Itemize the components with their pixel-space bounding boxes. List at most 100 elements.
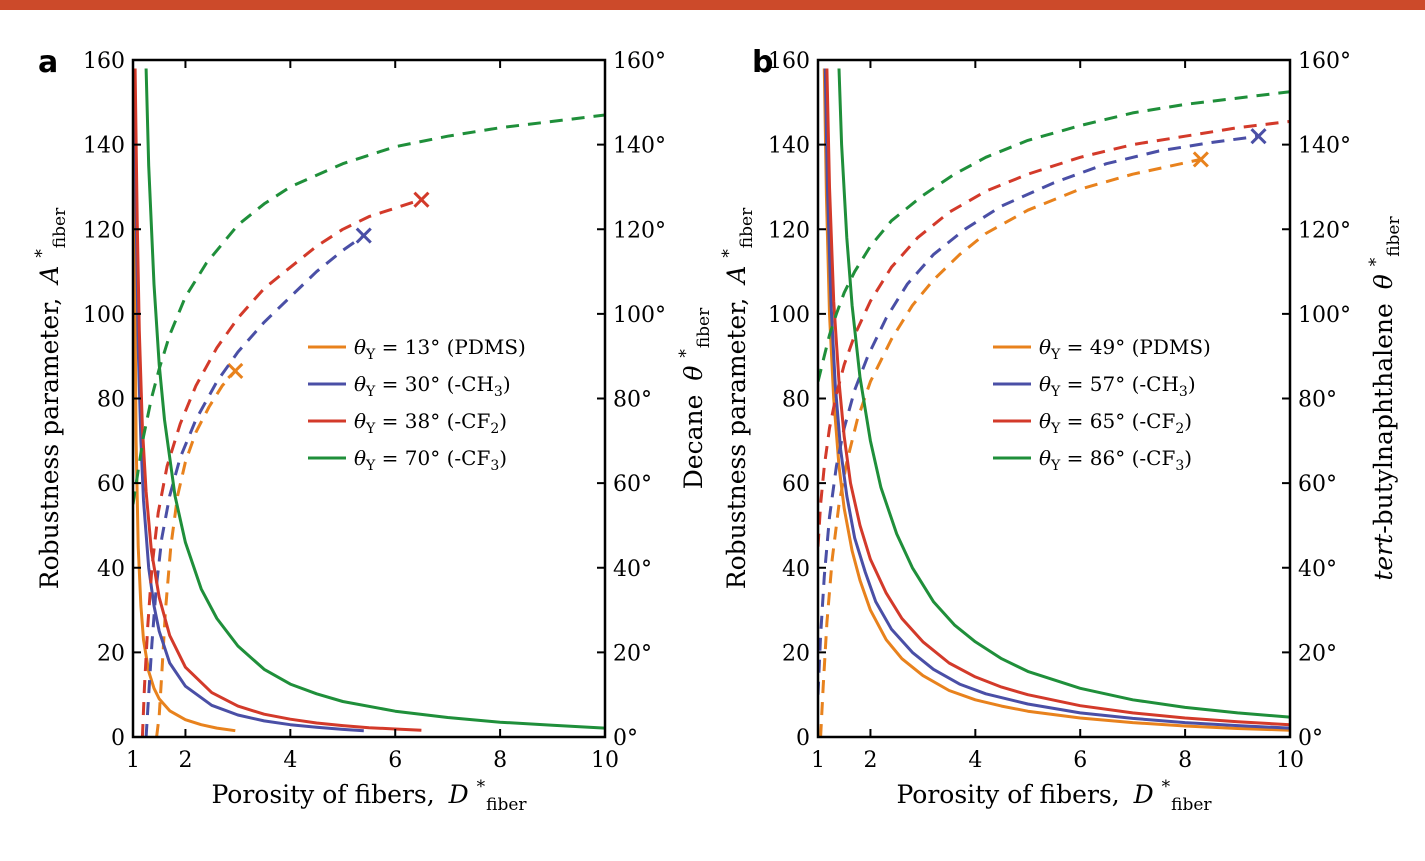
panel-b-series-3-contact-angle-line <box>818 119 1290 547</box>
panel-b-y2-axis-title: tert-butylnaphthalene θ * fiber <box>1358 216 1404 581</box>
panel-a-y-tick-label-9: 160 <box>83 49 125 74</box>
panel-a-legend-label-2: θY = 30° (-CH3) <box>354 372 511 400</box>
panel-a-y2-tick-label-7: 120° <box>613 218 666 243</box>
panel-a-y-tick-label-5: 80 <box>97 388 125 413</box>
panel-a-y2-axis-title: Decane θ * fiber <box>668 307 714 489</box>
panel-a-legend-entry-1: θY = 13° (PDMS) <box>308 335 526 363</box>
panel-a-y2-axis-title-var: θ <box>679 366 708 381</box>
panel-b-x-tick-label-2: 2 <box>863 748 877 773</box>
panel-a-y2-tick-label-8: 140° <box>613 134 666 159</box>
panel-b-ticks: 1 2 4 6 8 100 0°20 20°40 40°60 60°80 80°100 100°120… <box>768 49 1351 773</box>
panel-a-series-1-end-marker <box>227 362 244 380</box>
panel-b-y2-axis-title-sub: fiber <box>1384 216 1404 257</box>
header-accent-bar <box>0 0 1425 10</box>
panel-b-y-tick-label-1: 0 <box>796 726 810 751</box>
panel-b-legend-entry-1: θY = 49° (PDMS) <box>993 335 1211 363</box>
panel-a-x-tick-label-2: 2 <box>178 748 192 773</box>
panel-a-legend: θY = 13° (PDMS) θY = 30° (-CH3) θY = 38°… <box>308 335 526 474</box>
panel-a-y2-tick-label-6: 100° <box>613 303 666 328</box>
panel-b-legend-label-3: θY = 65° (-CF2) <box>1039 409 1192 437</box>
panel-a-y-axis-title-var: A <box>35 266 64 286</box>
panel-b-series-1-contact-angle-line <box>819 157 1202 737</box>
panel-b-x-axis-title-text: Porosity of fibers, <box>896 780 1119 809</box>
panel-b-y-axis-title-sup: * <box>719 249 739 258</box>
panel-a-x-tick-label-1: 1 <box>126 748 140 773</box>
panel-b-series-1-end-marker <box>1192 151 1209 168</box>
panel-a-x-tick-label-6: 10 <box>591 748 619 773</box>
panel-b-series <box>818 68 1290 737</box>
panel-a-legend-entry-3: θY = 38° (-CF2) <box>308 409 507 437</box>
panel-b-legend-entry-2: θY = 57° (-CH3) <box>993 372 1196 400</box>
panel-a-legend-label-1: θY = 13° (PDMS) <box>354 335 526 363</box>
panel-a-legend-label-3: θY = 38° (-CF2) <box>354 409 507 437</box>
panel-a-y2-axis-title-text: Decane <box>679 395 708 490</box>
panel-b-legend-label-2: θY = 57° (-CH3) <box>1039 372 1196 400</box>
panel-b-y-tick-label-4: 60 <box>782 472 810 497</box>
panel-b-y2-tick-label-2: 20° <box>1298 641 1337 666</box>
panel-a-series-1-contact-angle-line <box>155 370 237 737</box>
panel-b: b 1 2 4 6 8 100 0°20 20°40 40°60 60°80 80°100 100°1… <box>719 45 1404 815</box>
panel-b-legend-label-1: θY = 49° (PDMS) <box>1039 335 1211 363</box>
panel-b-y-tick-label-3: 40 <box>782 557 810 582</box>
panel-b-y-tick-label-7: 120 <box>768 218 810 243</box>
panel-b-series-2-end-marker <box>1250 128 1267 145</box>
panel-a-y2-axis-title-sub: fiber <box>694 307 714 348</box>
panel-a-y-tick-label-6: 100 <box>83 303 125 328</box>
panel-a-y2-tick-label-1: 0° <box>613 726 638 751</box>
panel-b-y2-tick-label-8: 140° <box>1298 134 1351 159</box>
panel-b-y-tick-label-2: 20 <box>782 641 810 666</box>
panel-b-x-axis-title-sub: fiber <box>1171 795 1212 815</box>
panel-b-series-4-robustness-line <box>837 68 1290 719</box>
panel-b-x-axis-title-var: D <box>1133 780 1154 809</box>
panel-b-y-axis-title-var: A <box>722 266 751 286</box>
panel-b-x-axis-title-sup: * <box>1162 777 1171 797</box>
panel-a-series-4-contact-angle-line <box>133 113 605 505</box>
panel-a-series-4-robustness-line <box>144 68 605 730</box>
panel-a-x-axis-title-sub: fiber <box>486 795 527 815</box>
panel-b-y-tick-label-6: 100 <box>768 303 810 328</box>
panel-a-legend-entry-4: θY = 70° (-CF3) <box>308 446 507 474</box>
panel-a-x-axis-title-text: Porosity of fibers, <box>211 780 434 809</box>
panel-a-y2-tick-label-5: 80° <box>613 388 652 413</box>
panel-b-legend-entry-3: θY = 65° (-CF2) <box>993 409 1192 437</box>
panel-b-y-tick-label-9: 160 <box>768 49 810 74</box>
panel-a-series-1-robustness-line <box>133 68 236 733</box>
panel-b-x-tick-label-5: 8 <box>1178 748 1192 773</box>
panel-b-x-tick-label-3: 4 <box>968 748 982 773</box>
panel-b-legend-entry-4: θY = 86° (-CF3) <box>993 446 1192 474</box>
panel-a-y2-tick-label-2: 20° <box>613 641 652 666</box>
panel-a-series-3-robustness-line <box>133 68 422 732</box>
panel-b-y-axis-title-sub: fiber <box>737 207 757 248</box>
panel-b-y2-tick-label-3: 40° <box>1298 557 1337 582</box>
panel-b-x-tick-label-6: 10 <box>1276 748 1304 773</box>
panel-b-x-tick-label-1: 1 <box>811 748 825 773</box>
panel-a-x-tick-label-4: 6 <box>388 748 402 773</box>
panel-b-y2-axis-title-text: -butylnaphthalene <box>1369 303 1398 534</box>
panel-b-y2-tick-label-9: 160° <box>1298 49 1351 74</box>
panel-a-x-tick-label-5: 8 <box>493 748 507 773</box>
panel-b-x-tick-label-4: 6 <box>1073 748 1087 773</box>
panel-a-y2-tick-label-4: 60° <box>613 472 652 497</box>
panel-b-y2-axis-title-ital: tert <box>1369 533 1398 581</box>
panel-a-y-axis-title-sub: fiber <box>50 207 70 248</box>
panel-a-y-tick-label-2: 20 <box>97 641 125 666</box>
panel-b-series-3-robustness-line <box>825 68 1290 727</box>
panel-b-series-4-contact-angle-line <box>818 90 1290 382</box>
panel-b-y2-tick-label-5: 80° <box>1298 388 1337 413</box>
panel-b-y2-axis-title-var: θ <box>1369 274 1398 289</box>
panel-a-y-tick-label-7: 120 <box>83 218 125 243</box>
panel-b-x-axis-title: Porosity of fibers, D * fiber <box>896 769 1212 815</box>
panel-a-y2-axis-title-sup: * <box>676 349 696 358</box>
panel-a-series-3-end-marker <box>413 191 430 208</box>
panel-a-series-2-end-marker <box>355 227 372 244</box>
panel-a-x-axis-title: Porosity of fibers, D * fiber <box>211 769 527 815</box>
panel-a-series-2-robustness-line <box>133 68 364 733</box>
panel-b-y2-tick-label-1: 0° <box>1298 726 1323 751</box>
panel-a-y-tick-label-8: 140 <box>83 134 125 159</box>
panel-a-series-3-contact-angle-line <box>140 198 422 737</box>
panel-a-series <box>133 68 605 737</box>
panel-b-legend: θY = 49° (PDMS) θY = 57° (-CH3) θY = 65°… <box>993 335 1211 474</box>
panel-a-y-tick-label-3: 40 <box>97 557 125 582</box>
panel-a-y-tick-label-1: 0 <box>111 726 125 751</box>
